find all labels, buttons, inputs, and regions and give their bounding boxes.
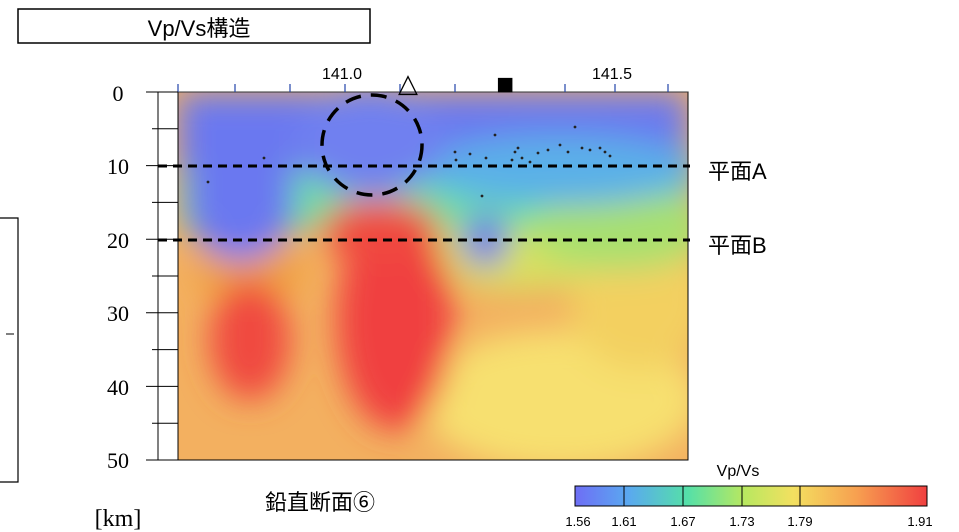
earthquake-hypocenter-dot [510,158,514,162]
earthquake-hypocenter-dot [520,156,524,160]
depth-label-10: 10 [107,154,129,179]
depth-label-20: 20 [107,228,129,253]
earthquake-hypocenter-dot [558,143,562,147]
top-axis-label-141-0: 141.0 [322,66,362,83]
earthquake-hypocenter-dot [546,148,550,152]
earthquake-hypocenter-dot [573,125,577,129]
colorbar-tick-label: 1.79 [787,514,812,529]
earthquake-hypocenter-dot [493,133,497,137]
earthquake-hypocenter-dot [598,146,602,150]
earthquake-hypocenter-dot [528,160,532,164]
colorbar-tick-label: 1.73 [729,514,754,529]
colorbar-ticks [623,486,801,506]
earthquake-hypocenter-dot [516,146,520,150]
earthquake-hypocenter-dot [453,150,457,154]
colorbar-tick-label: 1.61 [611,514,636,529]
earthquake-hypocenter-dot [536,151,540,155]
top-axis-label-141-5: 141.5 [592,66,632,83]
depth-axis-ticks [146,91,178,461]
colorbar-tick-label: 1.67 [670,514,695,529]
colorbar-tick-label: 1.56 [565,514,590,529]
earthquake-hypocenter-dot [580,146,584,150]
side-panel-edge [0,217,19,483]
earthquake-hypocenter-dot [608,154,612,158]
earthquake-hypocenter-dot [484,156,488,160]
earthquake-hypocenter-dot [468,152,472,156]
depth-label-40: 40 [107,375,129,400]
earthquake-hypocenter-dot [603,150,607,154]
top-axis-ticks [177,84,669,92]
highlight-dashed-circle [320,93,424,197]
plane-b-label: 平面B [708,233,767,258]
earthquake-hypocenter-dot [513,150,517,154]
earthquake-hypocenter-dot [480,194,484,198]
earthquake-hypocenter-dot [588,148,592,152]
depth-label-50: 50 [107,448,129,473]
depth-label-0: 0 [113,81,124,106]
earthquake-hypocenter-dot [206,180,210,184]
volcano-triangle-icon: △ [398,68,418,98]
colorbar-tick-label: 1.91 [907,514,932,529]
colorbar-title: Vp/Vs [717,463,760,480]
figure-title: Vp/Vs構造 [148,16,251,41]
cross-section-caption: 鉛直断面⑥ [265,490,375,515]
depth-label-30: 30 [107,301,129,326]
earthquake-hypocenter-dot [454,158,458,162]
colorbar-gradient [574,485,928,507]
station-square-icon: ■ [496,68,514,101]
title-box [17,8,371,44]
earthquake-hypocenter-dot [566,150,570,154]
plane-a-label: 平面A [708,159,767,184]
depth-unit-label: [km] [95,506,142,532]
vpvs-cross-section [178,92,688,460]
earthquake-hypocenter-dot [262,156,266,160]
